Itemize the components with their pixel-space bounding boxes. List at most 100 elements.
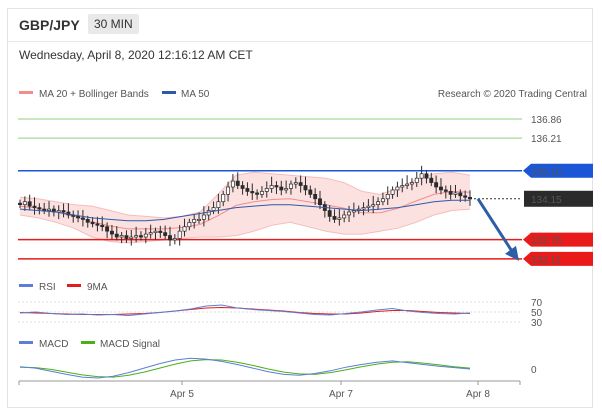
candle-body: [439, 186, 443, 191]
candle-body: [158, 230, 163, 233]
candle-body: [37, 207, 42, 210]
candle-body: [255, 192, 260, 195]
candle-body: [153, 230, 158, 233]
timeframe-badge[interactable]: 30 MIN: [88, 14, 139, 34]
candle-body: [109, 230, 114, 235]
candle-body: [129, 236, 134, 239]
x-tick-label: Apr 7: [329, 389, 353, 400]
candle-body: [342, 214, 347, 219]
signal-legend-swatch: [81, 341, 95, 344]
candle-body: [100, 224, 105, 228]
candle-body: [143, 233, 148, 238]
candle-body: [458, 192, 463, 197]
candle-body: [221, 194, 226, 203]
candle-body: [47, 208, 51, 211]
candle-body: [448, 191, 453, 195]
rsi-legend-swatch: [19, 284, 33, 287]
candle-body: [468, 196, 472, 200]
candle-body: [76, 216, 81, 219]
macd-zero-label: 0: [531, 365, 537, 376]
candle-body: [419, 173, 424, 179]
ma20-line: [19, 190, 471, 230]
candle-body: [303, 185, 308, 191]
rsi-level-label: 70: [531, 298, 543, 309]
candle-body: [216, 201, 221, 208]
candle-body: [168, 235, 172, 241]
candle-body: [240, 185, 245, 189]
candle-body: [211, 207, 216, 211]
candle-body: [187, 221, 192, 228]
ma-bb-legend-swatch: [19, 91, 33, 94]
candle-body: [124, 235, 129, 239]
candle-body: [313, 194, 318, 200]
candle-body: [298, 182, 303, 186]
macd-legend-label: MACD: [39, 339, 68, 350]
candle-body: [443, 189, 448, 192]
candle-body: [424, 173, 429, 179]
candle-body: [197, 219, 201, 221]
support-level-label: 132.11: [531, 255, 561, 266]
candle-body: [308, 189, 313, 195]
candle-body: [22, 201, 27, 206]
bollinger-upper-line: [19, 171, 471, 219]
widget-header: GBP/JPY 30 MIN: [8, 9, 592, 42]
bollinger-lower-line: [19, 208, 471, 244]
candle-body: [61, 210, 66, 213]
candle-body: [371, 204, 376, 207]
candle-body: [434, 182, 439, 188]
support-level-label: 132.76: [531, 236, 562, 247]
bollinger-band-fill: [20, 172, 470, 243]
candle-body: [395, 186, 400, 191]
support-level-badge: [523, 251, 593, 266]
macd-line: [19, 357, 471, 379]
ma9-legend-label: 9MA: [87, 282, 108, 293]
candle-body: [366, 205, 371, 208]
macd-legend-swatch: [19, 341, 33, 344]
candle-body: [337, 217, 342, 220]
candle-body: [206, 210, 211, 216]
candle-body: [380, 198, 385, 203]
candle-body: [139, 235, 143, 238]
candle-body: [293, 182, 298, 185]
candle-body: [351, 210, 356, 213]
candle-body: [163, 232, 168, 236]
current-price-label: 134.15: [531, 195, 562, 206]
candle-body: [226, 186, 231, 195]
chart-widget: GBP/JPY 30 MIN Wednesday, April 8, 2020 …: [7, 8, 593, 408]
candle-body: [385, 194, 390, 200]
currency-pair-title: GBP/JPY: [19, 17, 80, 33]
candle-body: [42, 208, 47, 211]
candle-body: [235, 180, 240, 186]
candle-body: [429, 177, 434, 183]
candle-body: [284, 188, 289, 191]
candle-body: [245, 188, 250, 192]
candle-body: [134, 235, 139, 238]
candle-body: [177, 230, 182, 239]
candle-body: [347, 211, 351, 216]
resistance-level-label: 136.86: [531, 115, 562, 126]
ma9-legend-swatch: [67, 284, 81, 287]
candle-body: [114, 233, 119, 238]
candle-body: [409, 182, 414, 185]
candle-body: [274, 185, 279, 188]
candle-body: [119, 235, 124, 238]
ma50-legend-swatch: [162, 91, 176, 94]
candle-body: [32, 205, 37, 208]
candle-body: [90, 221, 95, 225]
candle-body: [453, 192, 458, 195]
candle-body: [259, 191, 264, 195]
resistance-level-label: 136.21: [531, 134, 562, 145]
forecast-arrow-head: [505, 245, 519, 261]
forecast-arrow-shaft: [476, 197, 515, 254]
candle-body: [376, 201, 381, 206]
candle-body: [390, 189, 395, 195]
candle-body: [230, 180, 235, 188]
ma-bb-legend-label: MA 20 + Bollinger Bands: [39, 89, 149, 100]
candle-body: [80, 217, 85, 220]
candle-body: [318, 198, 322, 206]
ma50-legend-label: MA 50: [181, 89, 210, 100]
candle-body: [289, 183, 293, 189]
rsi-line: [19, 304, 471, 317]
pivot-level-badge: [523, 163, 593, 178]
candle-body: [463, 195, 468, 198]
